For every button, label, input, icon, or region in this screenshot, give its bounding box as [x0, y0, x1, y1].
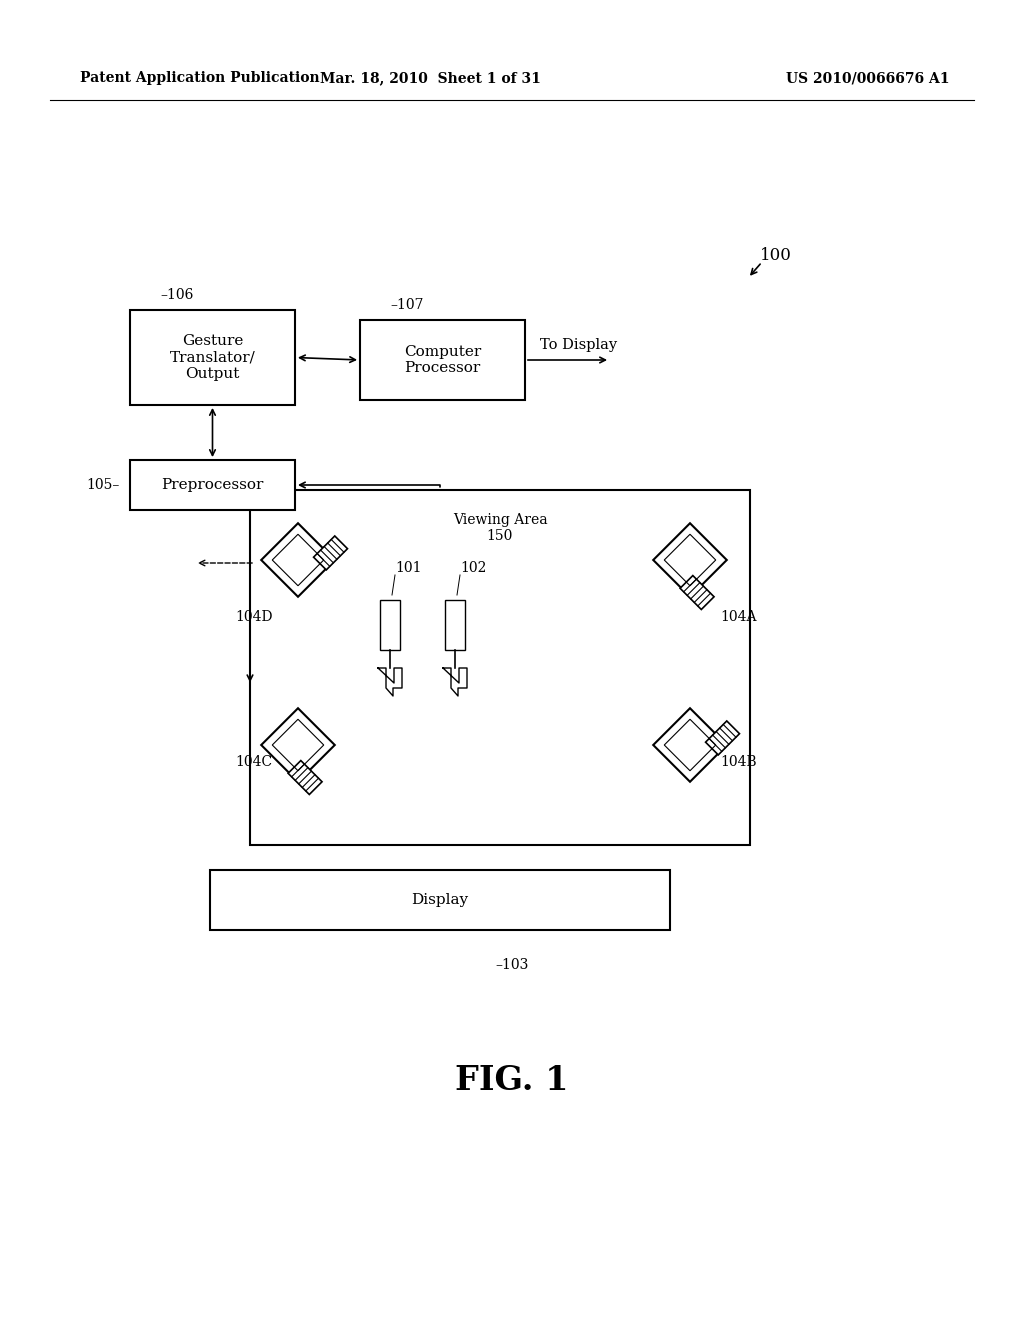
Text: 101: 101 [395, 561, 422, 576]
Polygon shape [680, 576, 714, 610]
Text: 104A: 104A [720, 610, 757, 624]
Bar [380, 601, 400, 649]
Bar [130, 310, 295, 405]
Text: Patent Application Publication: Patent Application Publication [80, 71, 319, 84]
Polygon shape [288, 760, 322, 795]
Text: US 2010/0066676 A1: US 2010/0066676 A1 [786, 71, 950, 84]
Text: –107: –107 [390, 298, 424, 312]
Polygon shape [261, 709, 335, 781]
Polygon shape [653, 709, 727, 781]
Text: Preprocessor: Preprocessor [162, 478, 264, 492]
Text: 102: 102 [460, 561, 486, 576]
Bar [445, 601, 465, 649]
Text: 104B: 104B [720, 755, 757, 770]
Text: 105–: 105– [87, 478, 120, 492]
Text: –103: –103 [496, 958, 528, 972]
Polygon shape [706, 721, 739, 755]
Text: –106: –106 [160, 288, 194, 302]
Bar [210, 870, 670, 931]
Bar [360, 319, 525, 400]
Text: Gesture
Translator/
Output: Gesture Translator/ Output [170, 334, 255, 380]
Text: Mar. 18, 2010  Sheet 1 of 31: Mar. 18, 2010 Sheet 1 of 31 [319, 71, 541, 84]
Text: Computer
Processor: Computer Processor [403, 345, 481, 375]
Text: 100: 100 [760, 247, 792, 264]
Text: Viewing Area
150: Viewing Area 150 [453, 513, 547, 543]
Text: FIG. 1: FIG. 1 [456, 1064, 568, 1097]
Bar [250, 490, 750, 845]
Bar [130, 459, 295, 510]
Text: To Display: To Display [540, 338, 617, 352]
Polygon shape [313, 536, 347, 570]
Text: 104D: 104D [234, 610, 272, 624]
Polygon shape [653, 523, 727, 597]
Polygon shape [261, 523, 335, 597]
Text: 104C: 104C [234, 755, 272, 770]
Text: Display: Display [412, 894, 469, 907]
